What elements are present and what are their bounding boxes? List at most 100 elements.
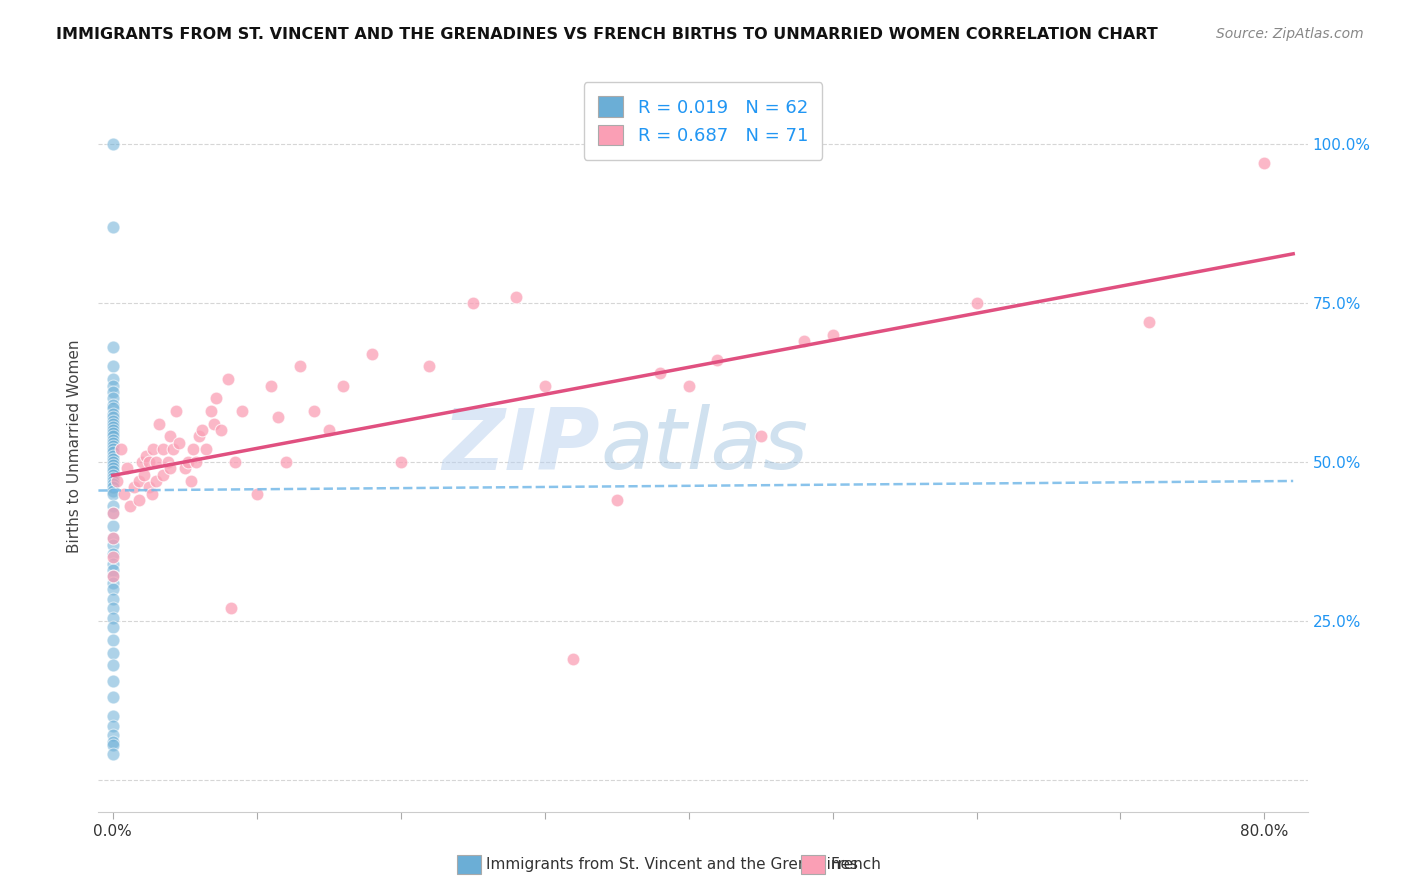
Point	[288, 359, 311, 374]
Point	[101, 439, 124, 453]
Point	[105, 474, 128, 488]
Point	[101, 674, 124, 689]
Point	[101, 735, 124, 749]
Point	[159, 429, 181, 443]
Point	[101, 219, 124, 234]
Point	[162, 442, 184, 457]
Point	[101, 518, 124, 533]
Point	[176, 455, 198, 469]
Point	[101, 378, 124, 392]
Point	[101, 531, 124, 545]
Point	[1253, 156, 1275, 170]
Point	[152, 467, 174, 482]
Point	[142, 442, 165, 457]
Point	[173, 461, 195, 475]
Point	[101, 398, 124, 412]
Point	[101, 423, 124, 437]
Point	[101, 340, 124, 354]
Point	[183, 442, 205, 457]
Point	[101, 632, 124, 647]
Point	[101, 455, 124, 469]
Point	[138, 480, 160, 494]
Point	[101, 547, 124, 561]
Point	[101, 429, 124, 443]
Point	[134, 467, 156, 482]
Point	[101, 401, 124, 415]
Point	[101, 611, 124, 625]
Point	[101, 449, 124, 463]
Text: Source: ZipAtlas.com: Source: ZipAtlas.com	[1216, 27, 1364, 41]
Text: IMMIGRANTS FROM ST. VINCENT AND THE GRENADINES VS FRENCH BIRTHS TO UNMARRIED WOM: IMMIGRANTS FROM ST. VINCENT AND THE GREN…	[56, 27, 1159, 42]
Point	[135, 449, 157, 463]
Point	[101, 435, 124, 450]
Point	[821, 327, 844, 342]
Point	[188, 429, 211, 443]
Point	[101, 407, 124, 421]
Point	[793, 334, 815, 348]
Point	[101, 569, 124, 583]
Point	[101, 451, 124, 466]
Point	[706, 353, 728, 368]
Point	[145, 455, 167, 469]
Point	[101, 575, 124, 590]
Point	[101, 467, 124, 482]
Point	[195, 442, 218, 457]
Point	[112, 486, 135, 500]
Point	[101, 747, 124, 762]
Point	[1137, 315, 1160, 329]
Point	[101, 738, 124, 752]
Point	[101, 426, 124, 441]
Point	[332, 378, 354, 392]
Point	[101, 582, 124, 596]
Point	[202, 417, 225, 431]
Point	[101, 465, 124, 479]
Point	[101, 486, 124, 500]
Point	[267, 410, 290, 425]
Point	[246, 486, 269, 500]
Point	[101, 550, 124, 565]
Point	[101, 557, 124, 571]
Point	[101, 420, 124, 434]
Point	[418, 359, 440, 374]
Point	[101, 480, 124, 494]
Point	[156, 455, 179, 469]
Point	[101, 471, 124, 485]
Point	[101, 646, 124, 660]
Point	[131, 455, 153, 469]
Legend: R = 0.019   N = 62, R = 0.687   N = 71: R = 0.019 N = 62, R = 0.687 N = 71	[583, 82, 823, 160]
Point	[128, 474, 150, 488]
Point	[180, 474, 202, 488]
Point	[101, 384, 124, 399]
Point	[361, 347, 384, 361]
Point	[165, 404, 187, 418]
Point	[217, 372, 239, 386]
Point	[138, 455, 160, 469]
Point	[562, 652, 585, 666]
Point	[101, 569, 124, 583]
Point	[101, 372, 124, 386]
Point	[505, 289, 527, 303]
Point	[101, 709, 124, 723]
Point	[101, 392, 124, 406]
Point	[461, 296, 484, 310]
Point	[101, 658, 124, 673]
Point	[128, 493, 150, 508]
Point	[186, 455, 208, 469]
Point	[101, 413, 124, 427]
Point	[219, 601, 242, 615]
Point	[101, 442, 124, 457]
Point	[101, 445, 124, 459]
Point	[101, 477, 124, 491]
Point	[966, 296, 988, 310]
Text: atlas: atlas	[600, 404, 808, 488]
Point	[260, 378, 283, 392]
Point	[101, 538, 124, 552]
FancyBboxPatch shape	[801, 855, 825, 874]
Point	[101, 601, 124, 615]
Point	[304, 404, 326, 418]
Point	[101, 500, 124, 514]
Point	[200, 404, 222, 418]
Point	[101, 474, 124, 488]
Text: Immigrants from St. Vincent and the Grenadines: Immigrants from St. Vincent and the Gren…	[486, 857, 859, 871]
Point	[101, 690, 124, 705]
